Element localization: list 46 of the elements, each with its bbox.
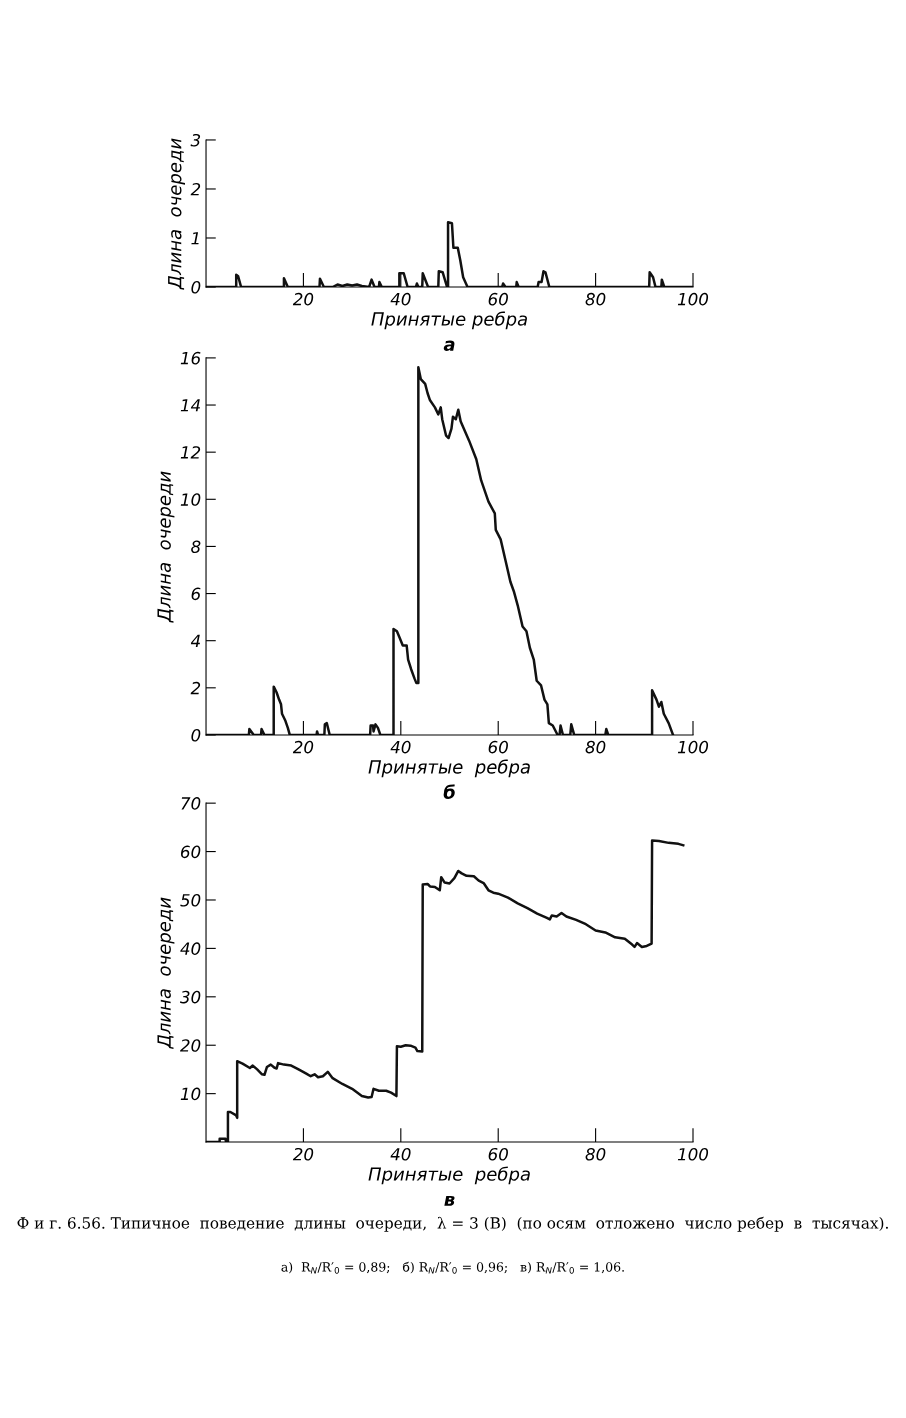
y-tick-label: 50 — [180, 893, 201, 907]
x-tick-label: 40 — [390, 1147, 411, 1161]
y-tick-label: 40 — [180, 942, 201, 955]
y-tick-label: 1 — [191, 232, 199, 245]
y-tick-label: 2 — [190, 182, 201, 196]
x-tick-label: 20 — [292, 740, 314, 754]
y-axis-title: Длина очереди — [157, 897, 175, 1049]
x-axis-title: Принятые ребра — [368, 1166, 530, 1185]
x-tick-label: 100 — [677, 1147, 709, 1161]
y-tick-label: 16 — [180, 351, 201, 365]
y-tick-label: 8 — [191, 540, 201, 553]
y-tick-label: 30 — [179, 990, 201, 1004]
y-tick-label: 3 — [190, 133, 201, 147]
y-axis-title: Длина очереди — [168, 138, 185, 290]
text: в — [444, 1195, 455, 1206]
y-axis-title: Длина очереди — [157, 471, 175, 623]
y-tick-label: 0 — [191, 280, 201, 294]
x-tick-label: 80 — [585, 740, 606, 754]
text: а — [443, 340, 455, 351]
y-tick-label: 4 — [190, 634, 200, 648]
x-tick-label: 80 — [585, 292, 606, 306]
x-tick-label: 40 — [390, 740, 411, 754]
x-tick-label: 100 — [677, 292, 709, 306]
x-axis-title: Принятые ребра — [368, 759, 530, 778]
text: а) R$_{N}$/R′$_{0}$ = 0,89; б) R$_{N}$/R′$_{0}$ = 0,96; в) R$_{N}$/R′$_{0}$ = 1,06. — [281, 1261, 624, 1274]
y-tick-label: 0 — [191, 728, 201, 742]
x-tick-label: 20 — [292, 292, 314, 306]
text: Ф и г. 6.56. Типичное поведение длины очереди, λ = 3 (B) (по осям отложено число ребер в тысячах). — [17, 1216, 888, 1232]
x-tick-label: 60 — [488, 292, 508, 306]
y-tick-label: 12 — [180, 446, 201, 459]
y-tick-label: 2 — [190, 681, 201, 695]
y-tick-label: 70 — [181, 797, 201, 810]
x-tick-label: 60 — [488, 1147, 508, 1161]
x-tick-label: 20 — [292, 1147, 314, 1161]
x-tick-label: 100 — [677, 740, 709, 754]
text: б — [443, 784, 455, 799]
x-tick-label: 80 — [585, 1147, 606, 1161]
x-tick-label: 40 — [390, 292, 411, 306]
x-tick-label: 60 — [488, 740, 508, 754]
y-tick-label: 14 — [180, 399, 200, 412]
y-tick-label: 10 — [180, 493, 201, 506]
y-tick-label: 60 — [181, 845, 201, 859]
y-tick-label: 20 — [180, 1039, 201, 1052]
y-tick-label: 6 — [191, 587, 201, 601]
x-axis-title: Принятые ребра — [371, 311, 527, 330]
y-tick-label: 10 — [180, 1087, 201, 1101]
